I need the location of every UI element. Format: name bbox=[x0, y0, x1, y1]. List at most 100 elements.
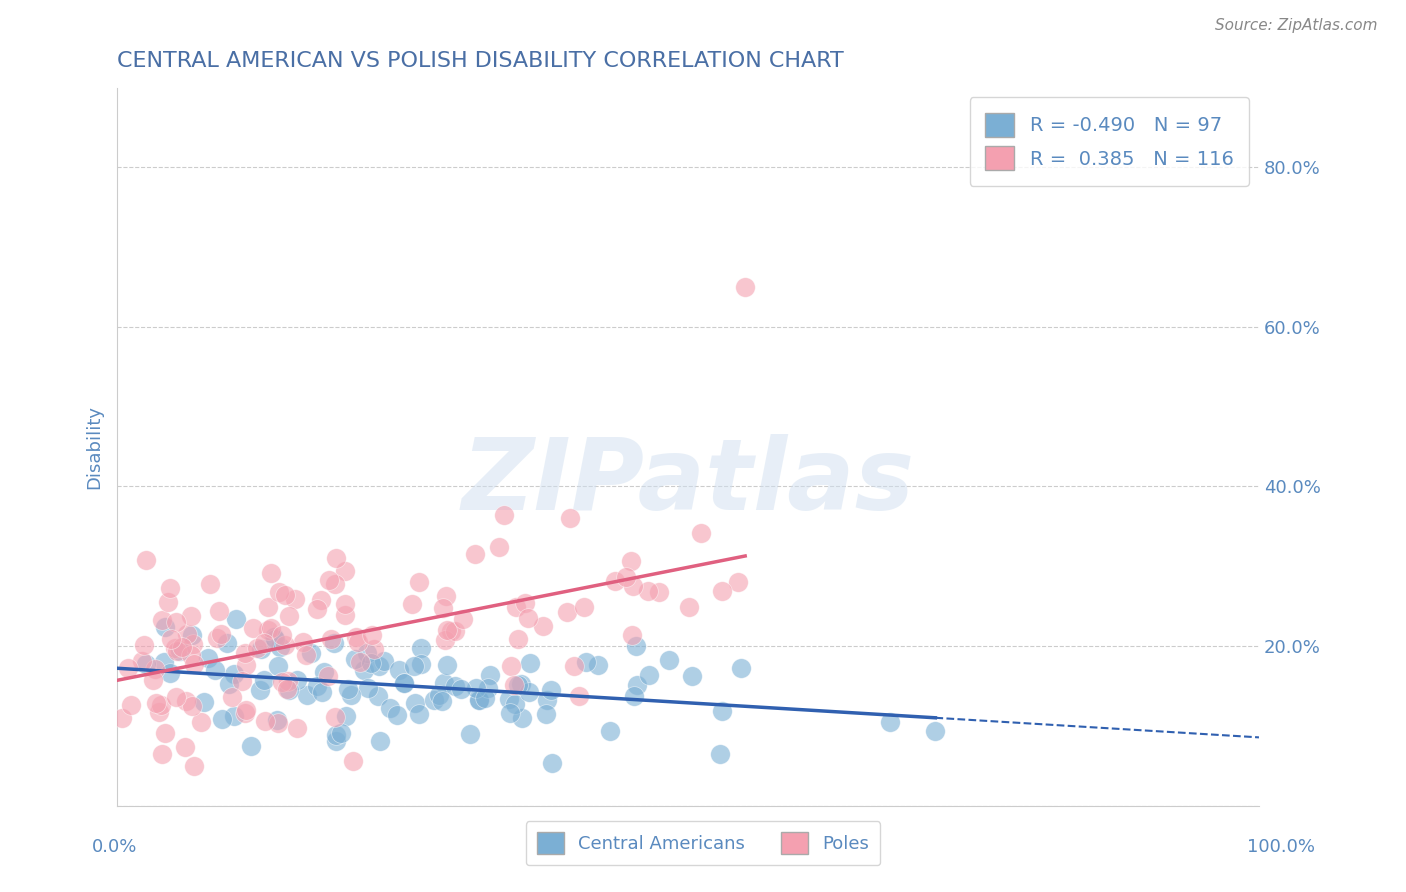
Point bbox=[488, 540, 510, 554]
Point bbox=[637, 583, 659, 598]
Point bbox=[505, 697, 527, 711]
Point bbox=[353, 663, 375, 677]
Point bbox=[183, 758, 205, 772]
Point bbox=[245, 641, 267, 656]
Point bbox=[586, 658, 609, 673]
Point bbox=[444, 624, 467, 639]
Point bbox=[159, 666, 181, 681]
Point bbox=[342, 754, 364, 768]
Point bbox=[517, 611, 540, 625]
Point bbox=[274, 588, 297, 602]
Point bbox=[260, 566, 283, 581]
Point bbox=[432, 600, 454, 615]
Point bbox=[360, 656, 382, 670]
Point bbox=[269, 640, 291, 655]
Point bbox=[221, 690, 243, 705]
Point bbox=[284, 591, 307, 606]
Point bbox=[498, 692, 520, 706]
Point bbox=[264, 632, 287, 646]
Point bbox=[117, 660, 139, 674]
Point bbox=[879, 715, 901, 730]
Point bbox=[325, 550, 347, 565]
Point bbox=[924, 724, 946, 739]
Point bbox=[153, 726, 176, 740]
Point bbox=[572, 599, 595, 614]
Point bbox=[150, 614, 173, 628]
Point bbox=[183, 657, 205, 671]
Point bbox=[658, 653, 681, 667]
Point bbox=[477, 681, 499, 695]
Point bbox=[134, 638, 156, 652]
Point bbox=[263, 630, 285, 644]
Point bbox=[222, 709, 245, 723]
Point bbox=[678, 600, 700, 615]
Text: 100.0%: 100.0% bbox=[1247, 838, 1315, 856]
Point bbox=[402, 659, 425, 673]
Point bbox=[277, 682, 299, 697]
Point bbox=[711, 583, 734, 598]
Point bbox=[181, 638, 204, 652]
Point bbox=[318, 573, 340, 587]
Point bbox=[468, 693, 491, 707]
Point bbox=[408, 574, 430, 589]
Text: CENTRAL AMERICAN VS POLISH DISABILITY CORRELATION CHART: CENTRAL AMERICAN VS POLISH DISABILITY CO… bbox=[117, 51, 844, 70]
Point bbox=[560, 511, 582, 525]
Point bbox=[160, 632, 183, 646]
Point bbox=[267, 715, 290, 730]
Point bbox=[422, 693, 444, 707]
Point bbox=[623, 579, 645, 593]
Point bbox=[534, 706, 557, 721]
Point bbox=[235, 657, 257, 672]
Point bbox=[623, 689, 645, 703]
Point bbox=[157, 595, 180, 609]
Text: Source: ZipAtlas.com: Source: ZipAtlas.com bbox=[1215, 18, 1378, 33]
Point bbox=[502, 678, 524, 692]
Point bbox=[316, 669, 339, 683]
Point bbox=[319, 632, 342, 647]
Point bbox=[444, 679, 467, 693]
Point bbox=[174, 694, 197, 708]
Point bbox=[253, 636, 276, 650]
Point bbox=[335, 709, 357, 723]
Point bbox=[323, 710, 346, 724]
Point bbox=[368, 659, 391, 673]
Point bbox=[509, 677, 531, 691]
Point bbox=[325, 734, 347, 748]
Point bbox=[254, 714, 277, 729]
Point bbox=[149, 698, 172, 712]
Point bbox=[555, 605, 578, 619]
Text: ZIPatlas: ZIPatlas bbox=[461, 434, 915, 531]
Point bbox=[135, 657, 157, 671]
Point bbox=[344, 630, 367, 644]
Point bbox=[240, 739, 263, 753]
Point bbox=[492, 508, 515, 522]
Point bbox=[411, 657, 433, 671]
Point bbox=[464, 547, 486, 561]
Point bbox=[165, 640, 187, 655]
Point bbox=[307, 679, 329, 693]
Point bbox=[451, 612, 474, 626]
Point bbox=[392, 676, 415, 690]
Point bbox=[267, 658, 290, 673]
Point bbox=[363, 642, 385, 657]
Point bbox=[233, 646, 256, 660]
Point bbox=[433, 676, 456, 690]
Point bbox=[120, 698, 142, 713]
Point bbox=[513, 596, 536, 610]
Point bbox=[333, 597, 356, 611]
Point bbox=[356, 647, 378, 661]
Point bbox=[541, 756, 564, 770]
Point bbox=[235, 703, 257, 717]
Point bbox=[624, 639, 647, 653]
Point bbox=[176, 627, 198, 641]
Point bbox=[434, 589, 457, 603]
Point bbox=[278, 608, 301, 623]
Point bbox=[190, 715, 212, 730]
Point bbox=[536, 692, 558, 706]
Point bbox=[367, 690, 389, 704]
Point bbox=[169, 643, 191, 657]
Point bbox=[205, 631, 228, 645]
Point bbox=[357, 681, 380, 696]
Point bbox=[299, 646, 322, 660]
Point bbox=[209, 627, 232, 641]
